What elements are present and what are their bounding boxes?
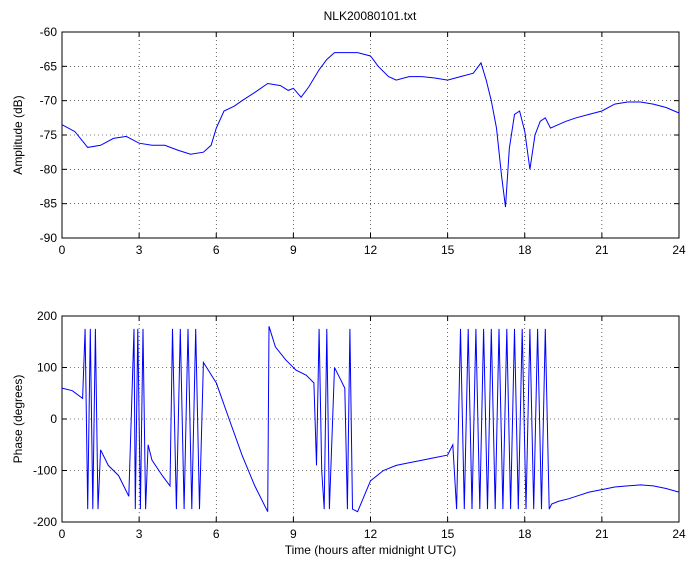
- phase-x-tick-label: 18: [518, 527, 532, 541]
- amplitude-ticks: 0 3 6 9 12 15 18 21 24 -90 -85 -80 -75 -70 -65 -60: [40, 25, 686, 257]
- amplitude-x-tick-label: 24: [672, 243, 686, 257]
- amplitude-trace: [61, 52, 680, 208]
- amplitude-x-tick-label: 12: [364, 243, 378, 257]
- amplitude-y-tick-label: -80: [40, 162, 58, 176]
- amplitude-x-tick-label: 3: [136, 243, 143, 257]
- phase-trace: [61, 326, 680, 513]
- phase-x-tick-label: 15: [441, 527, 455, 541]
- amplitude-y-tick-label: -85: [40, 197, 58, 211]
- amplitude-plot: 0 3 6 9 12 15 18 21 24 -90 -85 -80 -75 -70 -65 -60 Ampl…: [11, 25, 686, 257]
- phase-y-tick-label: 100: [37, 361, 57, 375]
- amplitude-x-tick-label: 9: [290, 243, 297, 257]
- phase-y-axis-label: Phase (degrees): [11, 375, 25, 464]
- phase-x-tick-label: 12: [364, 527, 378, 541]
- amplitude-y-tick-label: -60: [40, 25, 58, 39]
- amplitude-x-tick-label: 0: [59, 243, 66, 257]
- amplitude-x-tick-label: 18: [518, 243, 532, 257]
- amplitude-y-tick-label: -75: [40, 128, 58, 142]
- phase-x-tick-label: 9: [290, 527, 297, 541]
- amplitude-grid: [62, 32, 679, 238]
- phase-x-tick-label: 24: [672, 527, 686, 541]
- amplitude-y-tick-label: -70: [40, 94, 58, 108]
- amplitude-y-tick-label: -65: [40, 59, 58, 73]
- phase-y-tick-label: 200: [37, 309, 57, 323]
- amplitude-y-axis-label: Amplitude (dB): [11, 95, 25, 174]
- phase-y-tick-label: 0: [50, 412, 57, 426]
- amplitude-x-tick-label: 6: [213, 243, 220, 257]
- phase-x-axis-label: Time (hours after midnight UTC): [285, 543, 457, 557]
- phase-y-tick-label: -100: [33, 464, 57, 478]
- phase-grid: [62, 316, 679, 522]
- phase-y-tick-label: -200: [33, 515, 57, 529]
- amplitude-y-tick-label: -90: [40, 231, 58, 245]
- phase-x-tick-label: 0: [59, 527, 66, 541]
- phase-ticks: 0 3 6 9 12 15 18 21 24 -200 -100 0 100 200: [33, 309, 686, 541]
- amplitude-x-tick-label: 21: [595, 243, 609, 257]
- amplitude-x-tick-label: 15: [441, 243, 455, 257]
- phase-x-tick-label: 6: [213, 527, 220, 541]
- phase-plot: 0 3 6 9 12 15 18 21 24 -200 -100 0 100 200 Phase (deg…: [11, 309, 686, 557]
- amplitude-chart-title: NLK20080101.txt: [324, 9, 417, 23]
- phase-x-tick-label: 3: [136, 527, 143, 541]
- phase-x-tick-label: 21: [595, 527, 609, 541]
